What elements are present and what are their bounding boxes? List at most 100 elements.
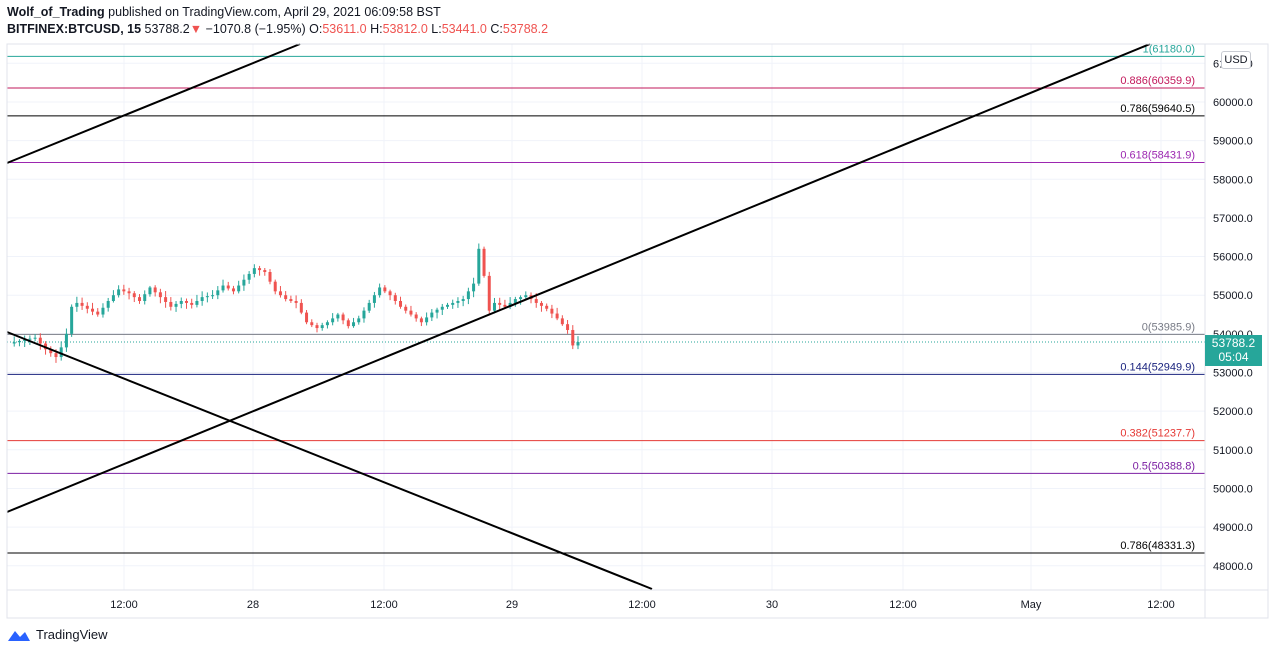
trendline-upper[interactable] [6, 43, 301, 164]
candle-body [498, 302, 502, 305]
candle-body [378, 287, 382, 296]
x-tick-label: 29 [506, 599, 518, 611]
author-name[interactable]: Wolf_of_Trading [7, 5, 105, 19]
candle-body [466, 291, 470, 300]
candle-body [456, 300, 460, 303]
fib-level-label: 0.5(50388.8) [1133, 460, 1195, 472]
candle-body [325, 322, 329, 326]
candle-body [299, 302, 303, 313]
candle-body [106, 300, 110, 308]
last-price: 53788.2 [144, 22, 190, 36]
fib-level-label: 0.144(52949.9) [1120, 361, 1195, 373]
candle-body [320, 325, 324, 329]
y-tick-label: 51000.0 [1213, 445, 1253, 457]
footer-brand[interactable]: TradingView [7, 627, 108, 642]
candle-body [28, 338, 32, 340]
candle-body [472, 283, 476, 292]
candle-body [524, 295, 528, 298]
y-tick-label: 55000.0 [1213, 290, 1253, 302]
candle-body [571, 329, 575, 346]
candle-body [85, 305, 89, 309]
close-value: 53788.2 [502, 22, 549, 36]
candle-body [534, 299, 538, 303]
candle-body [38, 337, 42, 344]
candle-body [273, 281, 277, 292]
symbol-label[interactable]: BITFINEX:BTCUSD, 15 [7, 22, 142, 36]
candle-body [49, 349, 53, 354]
close-label: C: [490, 22, 503, 36]
last-price-tag-value: 53788.2 [1211, 336, 1256, 350]
candle-body [54, 353, 58, 358]
candle-body [17, 340, 21, 343]
candle-body [451, 302, 455, 305]
candle-body [409, 310, 413, 315]
candle-body [268, 272, 272, 282]
candle-body [331, 318, 335, 323]
candle-body [477, 248, 481, 284]
candle-body [445, 304, 449, 307]
axes: 48000.0 49000.0 50000.0 51000.0 52000.0 53000… [6, 43, 1269, 619]
high-label: H: [370, 22, 383, 36]
candle-body [346, 320, 350, 327]
trendline-descending[interactable] [6, 331, 653, 590]
fib-retracement[interactable]: 1(61180.0) 0.886(60359.9) 0.786(59640.5) 0.… [7, 43, 1205, 554]
candle-body [352, 322, 356, 327]
trendline-ascending[interactable] [6, 43, 1151, 513]
candle-body [284, 295, 288, 300]
candle-body [508, 302, 512, 307]
grid [7, 44, 1205, 590]
trendlines[interactable] [6, 43, 1151, 590]
currency-button[interactable]: USD [1221, 51, 1251, 69]
candle-body [184, 300, 188, 303]
candle-body [59, 347, 63, 358]
candle-body [362, 310, 366, 319]
candle-body [216, 290, 220, 296]
candle-body [336, 314, 340, 319]
candle-body [80, 302, 84, 306]
y-tick-label: 59000.0 [1213, 136, 1253, 148]
x-tick-label: 12:00 [110, 599, 138, 611]
candle-body [117, 289, 121, 296]
open-value: 53611.0 [322, 22, 367, 36]
candle-body [539, 302, 543, 306]
candle-body [33, 337, 37, 339]
candle-body [430, 312, 434, 318]
candle-body [169, 301, 173, 307]
x-tick-label: 12:00 [370, 599, 398, 611]
candle-body [258, 268, 262, 271]
candle-body [560, 318, 564, 325]
candle-body [221, 285, 225, 291]
candle-body [492, 302, 496, 311]
last-price-tag: 53788.2 05:04 [1205, 335, 1262, 366]
candle-body [550, 308, 554, 314]
candle-body [211, 295, 215, 297]
y-tick-label: 50000.0 [1213, 483, 1253, 495]
candle-body [357, 318, 361, 323]
candle-body [70, 306, 74, 334]
candle-body [91, 308, 95, 312]
candle-body [242, 279, 246, 286]
candle-body [399, 300, 403, 307]
fib-level-label: 0.382(51237.7) [1120, 428, 1195, 440]
candle-body [367, 302, 371, 311]
candle-body [576, 342, 580, 346]
candle-body [122, 289, 126, 292]
price-change: −1070.8 (−1.95%) [205, 22, 306, 36]
candle-body [127, 291, 131, 294]
candle-body [263, 270, 267, 273]
y-tick-label: 57000.0 [1213, 213, 1253, 225]
candle-body [425, 317, 429, 323]
candle-body [278, 291, 282, 296]
x-tick-label: 12:00 [1147, 599, 1175, 611]
candle-body [153, 287, 157, 293]
x-tick-label: 28 [247, 599, 259, 611]
candle-body [179, 300, 183, 304]
chart-frame [6, 43, 1269, 619]
down-arrow-icon: ▼ [189, 22, 203, 36]
candle-body [289, 299, 293, 301]
y-tick-label: 52000.0 [1213, 406, 1253, 418]
candle-body [23, 339, 27, 341]
candle-body [482, 248, 486, 276]
candle-body [545, 305, 549, 309]
